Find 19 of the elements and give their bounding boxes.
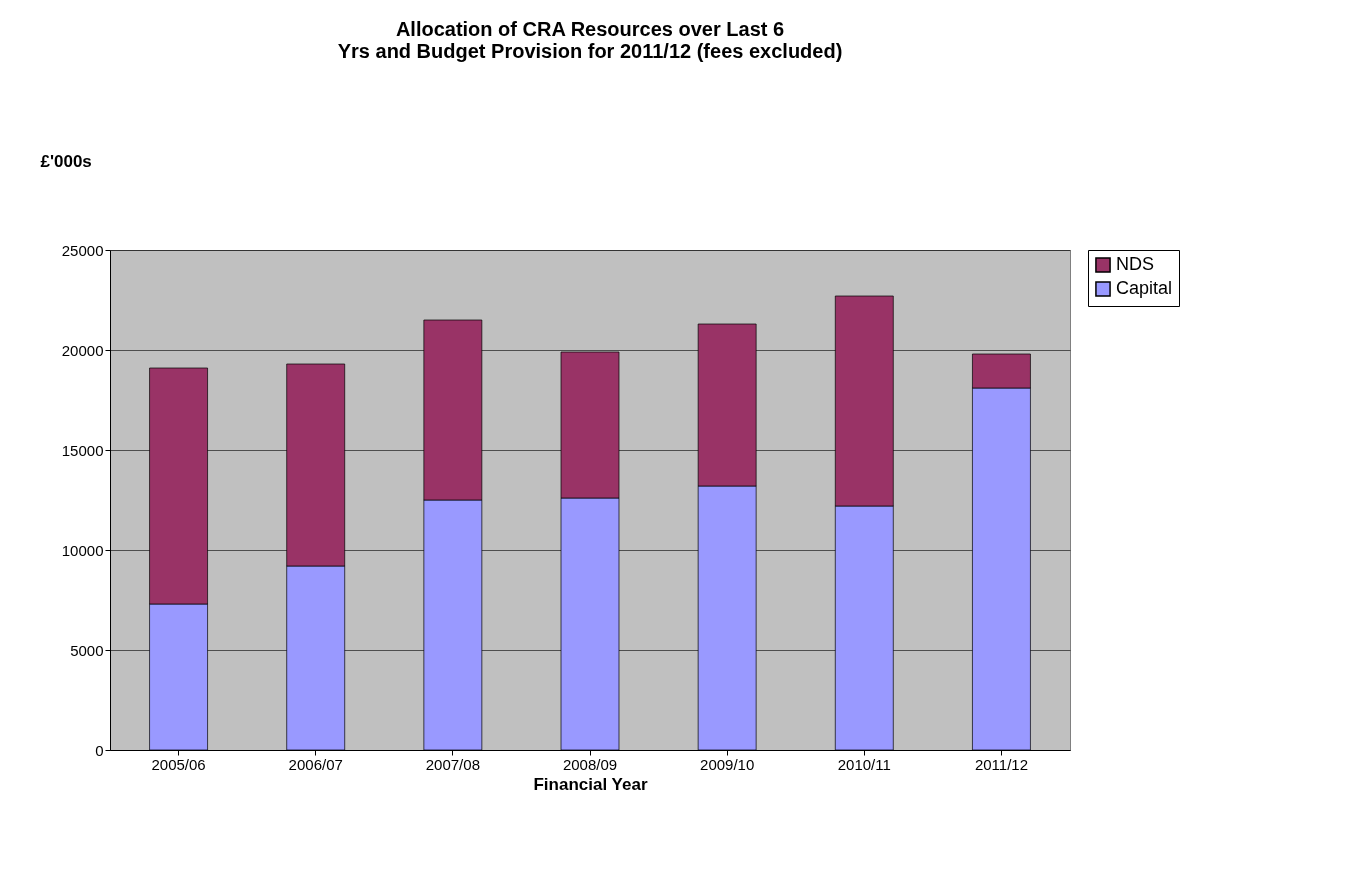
x-tick-label: 2005/06 <box>151 755 206 773</box>
x-tick-label: 2011/12 <box>974 755 1028 773</box>
legend-label: NDS <box>1116 254 1155 274</box>
text: Yrs and Budget Provision for 2011/12 (fees excluded) <box>337 40 843 62</box>
x-tick-label: 2009/10 <box>700 755 755 773</box>
y-tick-label: 25000 <box>61 241 104 259</box>
y-axis-title: £'000s <box>40 151 92 171</box>
y-tick-label: 5000 <box>70 641 104 659</box>
y-tick-label: 10000 <box>61 541 104 559</box>
text: Allocation of CRA Resources over Last 6 <box>395 18 785 40</box>
x-tick-label: 2006/07 <box>288 755 343 773</box>
legend-label: Capital <box>1116 278 1173 298</box>
y-tick-label: 0 <box>95 741 104 759</box>
x-tick-label: 2008/09 <box>562 755 618 773</box>
x-tick-label: 2007/08 <box>425 755 480 773</box>
x-tick-label: 2010/11 <box>837 755 891 773</box>
x-axis-title: Financial Year <box>533 774 648 794</box>
y-tick-label: 15000 <box>61 441 104 459</box>
y-tick-label: 20000 <box>61 341 104 359</box>
